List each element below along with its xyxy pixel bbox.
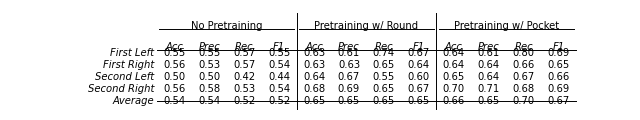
Text: 0.66: 0.66 xyxy=(547,72,570,82)
Text: 0.65: 0.65 xyxy=(372,84,395,94)
Text: Second Right: Second Right xyxy=(88,84,154,94)
Text: 0.67: 0.67 xyxy=(408,48,430,58)
Text: 0.65: 0.65 xyxy=(408,96,430,106)
Text: 0.42: 0.42 xyxy=(233,72,255,82)
Text: 0.66: 0.66 xyxy=(513,60,535,70)
Text: 0.63: 0.63 xyxy=(303,60,325,70)
Text: 0.64: 0.64 xyxy=(303,72,325,82)
Text: 0.54: 0.54 xyxy=(163,96,186,106)
Text: 0.55: 0.55 xyxy=(163,48,186,58)
Text: No Pretraining: No Pretraining xyxy=(191,21,262,31)
Text: Acc: Acc xyxy=(305,42,323,52)
Text: 0.60: 0.60 xyxy=(408,72,430,82)
Text: 0.52: 0.52 xyxy=(233,96,255,106)
Text: 0.65: 0.65 xyxy=(372,60,395,70)
Text: F1: F1 xyxy=(273,42,285,52)
Text: 0.67: 0.67 xyxy=(408,84,430,94)
Text: 0.56: 0.56 xyxy=(163,84,186,94)
Text: 0.53: 0.53 xyxy=(233,84,255,94)
Text: 0.44: 0.44 xyxy=(268,72,290,82)
Text: 0.54: 0.54 xyxy=(268,60,290,70)
Text: 0.55: 0.55 xyxy=(372,72,395,82)
Text: 0.50: 0.50 xyxy=(163,72,186,82)
Text: 0.64: 0.64 xyxy=(443,60,465,70)
Text: 0.65: 0.65 xyxy=(372,96,395,106)
Text: 0.65: 0.65 xyxy=(303,96,325,106)
Text: 0.67: 0.67 xyxy=(547,96,570,106)
Text: 0.54: 0.54 xyxy=(268,84,290,94)
Text: Pretraining w/ Round: Pretraining w/ Round xyxy=(314,21,419,31)
Text: 0.54: 0.54 xyxy=(198,96,220,106)
Text: 0.65: 0.65 xyxy=(477,96,500,106)
Text: 0.52: 0.52 xyxy=(268,96,291,106)
Text: 0.56: 0.56 xyxy=(163,60,186,70)
Text: Prec: Prec xyxy=(478,42,500,52)
Text: 0.55: 0.55 xyxy=(198,48,220,58)
Text: 0.65: 0.65 xyxy=(547,60,570,70)
Text: 0.67: 0.67 xyxy=(338,72,360,82)
Text: 0.69: 0.69 xyxy=(547,48,570,58)
Text: 0.58: 0.58 xyxy=(198,84,220,94)
Text: 0.68: 0.68 xyxy=(303,84,325,94)
Text: 0.61: 0.61 xyxy=(338,48,360,58)
Text: 0.67: 0.67 xyxy=(513,72,535,82)
Text: Rec: Rec xyxy=(515,42,533,52)
Text: F1: F1 xyxy=(552,42,564,52)
Text: 0.65: 0.65 xyxy=(338,96,360,106)
Text: 0.66: 0.66 xyxy=(443,96,465,106)
Text: Average: Average xyxy=(113,96,154,106)
Text: 0.64: 0.64 xyxy=(477,72,500,82)
Text: 0.69: 0.69 xyxy=(338,84,360,94)
Text: 0.71: 0.71 xyxy=(477,84,500,94)
Text: 0.68: 0.68 xyxy=(513,84,534,94)
Text: 0.64: 0.64 xyxy=(477,60,500,70)
Text: Second Left: Second Left xyxy=(95,72,154,82)
Text: 0.65: 0.65 xyxy=(443,72,465,82)
Text: Prec: Prec xyxy=(198,42,220,52)
Text: Pretraining w/ Pocket: Pretraining w/ Pocket xyxy=(454,21,559,31)
Text: 0.74: 0.74 xyxy=(373,48,395,58)
Text: Acc: Acc xyxy=(165,42,183,52)
Text: 0.63: 0.63 xyxy=(303,48,325,58)
Text: 0.63: 0.63 xyxy=(338,60,360,70)
Text: Rec: Rec xyxy=(374,42,393,52)
Text: 0.69: 0.69 xyxy=(547,84,570,94)
Text: Prec: Prec xyxy=(338,42,360,52)
Text: 0.57: 0.57 xyxy=(233,60,255,70)
Text: 0.70: 0.70 xyxy=(513,96,534,106)
Text: F1: F1 xyxy=(413,42,425,52)
Text: 0.64: 0.64 xyxy=(408,60,430,70)
Text: Rec: Rec xyxy=(235,42,253,52)
Text: 0.57: 0.57 xyxy=(233,48,255,58)
Text: 0.64: 0.64 xyxy=(443,48,465,58)
Text: 0.55: 0.55 xyxy=(268,48,291,58)
Text: First Right: First Right xyxy=(103,60,154,70)
Text: 0.80: 0.80 xyxy=(513,48,534,58)
Text: 0.61: 0.61 xyxy=(477,48,500,58)
Text: 0.70: 0.70 xyxy=(443,84,465,94)
Text: 0.50: 0.50 xyxy=(198,72,220,82)
Text: 0.53: 0.53 xyxy=(198,60,220,70)
Text: Acc: Acc xyxy=(445,42,463,52)
Text: First Left: First Left xyxy=(110,48,154,58)
